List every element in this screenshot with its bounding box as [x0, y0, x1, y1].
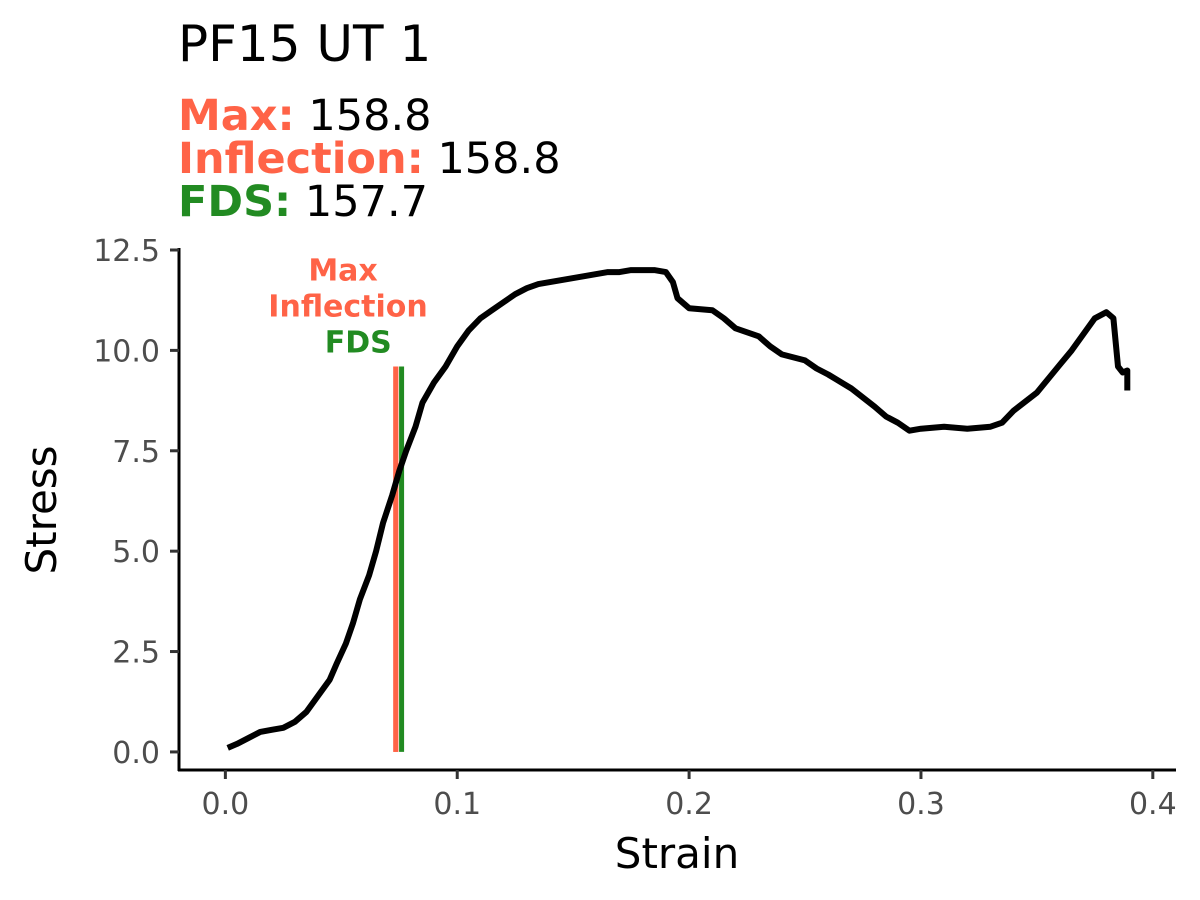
stress-strain-line	[226, 267, 1131, 751]
fds-stat-value: 157.7	[304, 177, 429, 227]
marker-label-max: Max	[308, 253, 377, 288]
y-tick-label: 7.5	[112, 435, 160, 470]
x-tick-label: 0.1	[433, 787, 481, 822]
x-tick-label: 0.3	[897, 787, 945, 822]
inflection-stat-label: Inflection:	[178, 134, 424, 184]
plot-area	[226, 267, 1131, 752]
y-tick-label: 5.0	[112, 535, 160, 570]
y-tick-label: 10.0	[93, 334, 160, 369]
y-tick-label: 0.0	[112, 736, 160, 771]
chart-title: PF15 UT 1	[178, 15, 432, 73]
marker-label-fds: FDS	[325, 325, 392, 360]
fds-stat-label: FDS:	[178, 177, 292, 227]
axes	[170, 248, 1176, 779]
x-tick-label: 0.2	[665, 787, 713, 822]
x-axis-title: Strain	[615, 829, 739, 878]
max-stat-value: 158.8	[308, 91, 432, 141]
max-stat-label: Max:	[178, 91, 295, 141]
y-axis-title: Stress	[17, 445, 66, 574]
x-tick-label: 0.0	[202, 787, 250, 822]
x-tick-label: 0.4	[1129, 787, 1177, 822]
max-stat: Max: 158.8	[178, 94, 432, 138]
inflection-stat: Inflection: 158.8	[178, 137, 561, 181]
inflection-stat-value: 158.8	[437, 134, 561, 184]
fds-stat: FDS: 157.7	[178, 180, 428, 224]
y-tick-label: 12.5	[93, 234, 160, 269]
y-tick-label: 2.5	[112, 636, 160, 671]
marker-label-inflection: Inflection	[268, 289, 427, 324]
